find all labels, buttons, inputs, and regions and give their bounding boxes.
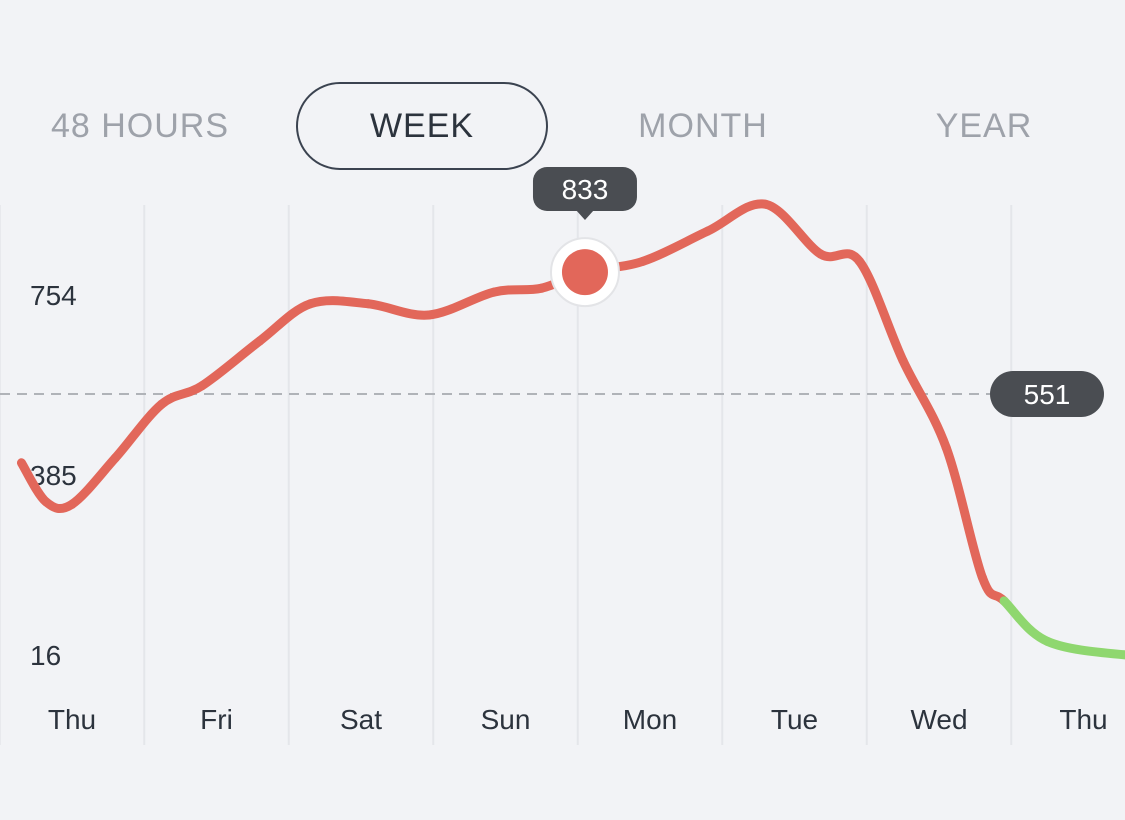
tab-month[interactable]: MONTH	[638, 107, 768, 145]
series-segment	[977, 572, 1009, 606]
x-tick-label: Tue	[771, 704, 818, 735]
series-segment	[1042, 636, 1125, 660]
x-tick-label: Thu	[48, 704, 96, 735]
series-segment	[255, 299, 315, 346]
series-segment	[305, 296, 373, 309]
series-segment	[703, 199, 771, 236]
y-tick-label: 16	[30, 640, 61, 671]
series-segment	[197, 336, 265, 391]
period-tabs: 48 HOURS WEEK MONTH YEAR	[0, 82, 1125, 172]
x-tick-label: Mon	[623, 704, 677, 735]
series-segment	[816, 249, 865, 266]
series-segment	[898, 355, 951, 453]
series-segment	[489, 283, 547, 297]
series-segment	[761, 199, 826, 259]
x-tick-label: Fri	[200, 704, 233, 735]
reference-badge	[990, 371, 1104, 418]
x-tick-label: Sat	[340, 704, 382, 735]
series-segment	[999, 596, 1052, 646]
series-segment	[941, 443, 987, 582]
tab-48-hours[interactable]: 48 HOURS	[50, 107, 230, 145]
x-tick-label: Wed	[910, 704, 967, 735]
tab-year[interactable]: YEAR	[935, 107, 1033, 145]
x-tick-label: Sun	[481, 704, 531, 735]
highlight-tooltip-pointer	[575, 210, 594, 220]
tab-week[interactable]: WEEK	[296, 82, 548, 170]
y-tick-label: 754	[30, 280, 77, 311]
series-segment	[67, 453, 120, 509]
series-segment	[424, 287, 499, 320]
series-segment	[363, 299, 434, 320]
series-segment	[110, 399, 167, 463]
reference-badge-label: 551	[1024, 379, 1071, 410]
x-tick-label: Thu	[1059, 704, 1107, 735]
series-segment	[638, 226, 713, 266]
highlight-tooltip-label: 833	[562, 174, 609, 205]
highlight-tooltip	[532, 167, 637, 211]
highlight-marker-dot	[561, 249, 608, 296]
series-segment	[157, 381, 207, 409]
series-segment	[855, 256, 908, 365]
